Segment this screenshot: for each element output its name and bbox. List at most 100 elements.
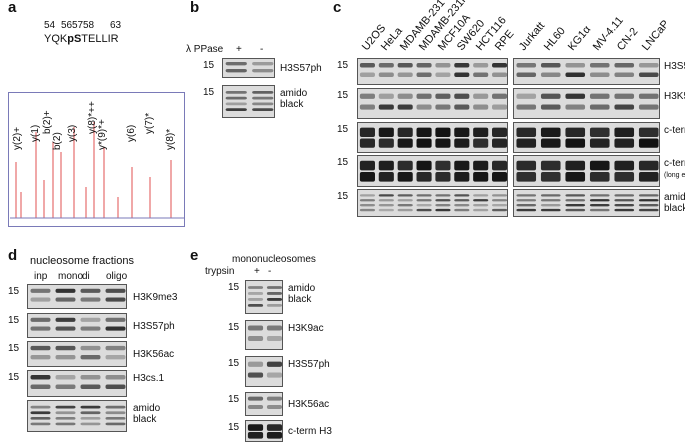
seq: YQK	[44, 33, 68, 45]
band	[397, 138, 413, 148]
band	[30, 326, 51, 331]
residue-number: 57	[72, 20, 84, 31]
band	[359, 172, 375, 182]
band	[252, 90, 274, 94]
blot	[245, 392, 283, 416]
band	[378, 138, 394, 148]
band	[266, 292, 282, 295]
band	[614, 160, 635, 171]
lane-label: Jurkatt	[517, 19, 548, 53]
blot	[513, 155, 660, 187]
band	[565, 172, 586, 182]
band	[359, 93, 375, 99]
mw-marker: 15	[203, 87, 215, 98]
mw-marker: 15	[228, 282, 240, 293]
band	[397, 160, 413, 171]
band	[55, 326, 76, 331]
mw-marker: 15	[228, 394, 240, 405]
band	[359, 208, 375, 212]
band	[30, 355, 51, 360]
residue-number: 54	[44, 20, 56, 31]
band	[55, 345, 76, 351]
band	[492, 93, 507, 99]
band	[247, 372, 264, 378]
band	[473, 204, 489, 207]
peak-label: y(6)	[126, 124, 137, 142]
band	[416, 208, 432, 212]
band	[105, 384, 126, 389]
band	[225, 62, 247, 66]
peak-label: b(2)+	[42, 110, 53, 134]
band	[565, 208, 586, 212]
band	[416, 160, 432, 171]
band	[30, 375, 51, 380]
band	[397, 63, 413, 68]
mw-marker: 15	[8, 315, 20, 326]
band	[55, 405, 76, 409]
residue-number: 63	[110, 20, 122, 31]
band	[266, 405, 282, 409]
blot	[245, 320, 283, 350]
antibody-label: H3K56ac	[133, 349, 175, 360]
bands	[247, 286, 282, 307]
band	[105, 375, 126, 380]
band	[492, 127, 507, 137]
band	[589, 204, 610, 207]
band	[473, 138, 489, 148]
band	[252, 96, 274, 100]
lane-label: CN-2	[615, 25, 641, 53]
band	[435, 104, 451, 110]
band	[540, 127, 561, 137]
band	[378, 194, 394, 197]
band	[565, 160, 586, 171]
band	[614, 104, 635, 110]
band	[266, 372, 282, 378]
band	[516, 127, 537, 137]
band	[589, 127, 610, 137]
band	[516, 204, 537, 207]
band	[252, 62, 274, 66]
title: mononucleosomes	[232, 254, 316, 265]
band	[540, 138, 561, 148]
peak-label: y(2)+	[12, 126, 23, 150]
band	[492, 172, 507, 182]
band	[225, 102, 247, 106]
band	[492, 199, 507, 202]
antibody-label: amido black	[664, 192, 685, 214]
band	[473, 194, 489, 197]
spectrum	[8, 92, 185, 227]
band	[247, 292, 264, 295]
blot	[27, 400, 127, 432]
band	[614, 208, 635, 212]
band	[225, 69, 247, 73]
band	[492, 194, 507, 197]
mw-marker: 15	[228, 422, 240, 433]
blot	[245, 356, 283, 387]
band	[540, 160, 561, 171]
band	[540, 63, 561, 68]
band	[80, 345, 101, 351]
bands	[225, 62, 274, 73]
blot	[513, 122, 660, 153]
band	[266, 424, 282, 431]
spectrum-frame	[8, 92, 185, 227]
peak-label: b(2)	[52, 132, 63, 150]
band	[435, 93, 451, 99]
band	[247, 298, 264, 301]
mw-marker: 15	[337, 60, 349, 71]
blot	[27, 370, 127, 397]
band	[614, 172, 635, 182]
band	[473, 199, 489, 202]
band	[55, 297, 76, 302]
band	[516, 63, 537, 68]
band	[614, 204, 635, 207]
mw-marker: 15	[8, 286, 20, 297]
band	[397, 172, 413, 182]
sequence: YQKpSTELLIR	[44, 34, 119, 45]
band	[80, 411, 101, 415]
band	[589, 199, 610, 202]
bands	[30, 288, 126, 302]
treatment: trypsin	[205, 266, 235, 277]
band	[614, 63, 635, 68]
band	[614, 199, 635, 202]
